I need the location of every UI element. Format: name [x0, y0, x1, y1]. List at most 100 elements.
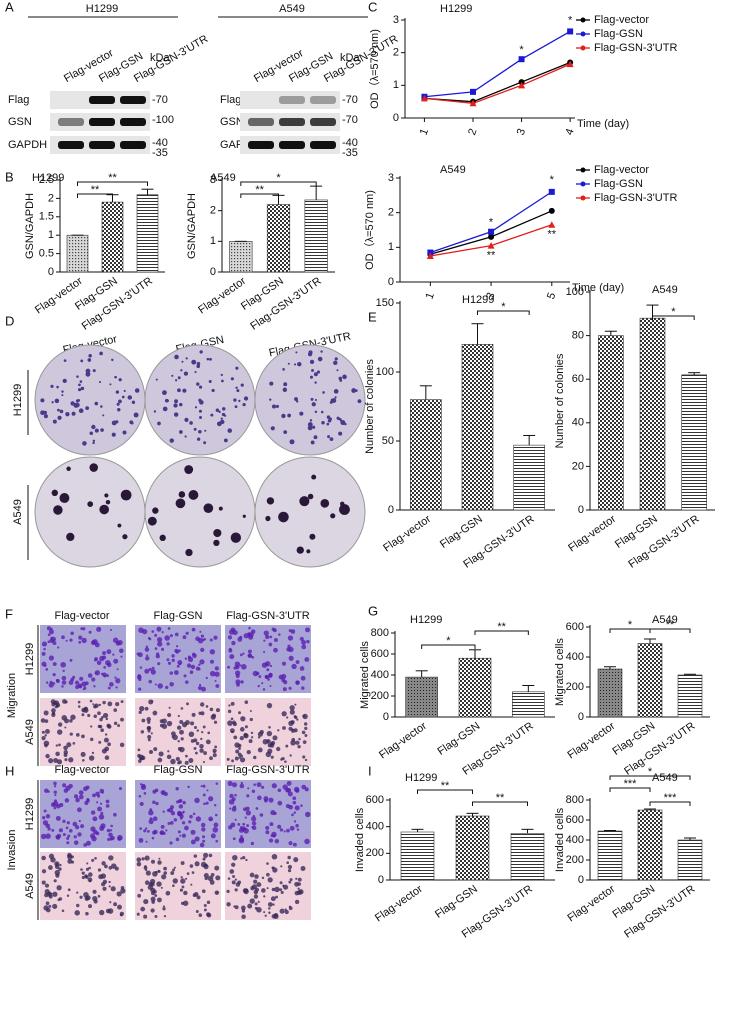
- cell: [58, 828, 63, 833]
- point: [426, 252, 434, 259]
- cell: [77, 705, 81, 708]
- colony: [111, 432, 116, 437]
- colony: [99, 504, 109, 515]
- cell: [53, 879, 57, 883]
- cell: [152, 800, 156, 804]
- dish: [34, 456, 146, 568]
- colony: [177, 388, 181, 393]
- colony: [243, 396, 249, 401]
- cell: [198, 663, 201, 667]
- cell: [146, 725, 152, 731]
- cell: [277, 729, 280, 732]
- photo-column-label: Flag-GSN: [154, 610, 203, 622]
- cell: [75, 797, 80, 803]
- cell: [48, 904, 52, 908]
- cell: [227, 720, 233, 726]
- x-tick-label: 1: [424, 291, 437, 301]
- cell: [147, 734, 152, 739]
- chart-title: A549: [652, 772, 678, 784]
- cell: [151, 700, 154, 703]
- cell: [147, 729, 151, 733]
- significance-label: **: [487, 250, 496, 262]
- colony: [130, 421, 134, 425]
- x-tick-label: Flag-vector: [566, 513, 618, 555]
- colony: [89, 431, 94, 436]
- cell: [206, 900, 211, 905]
- cell: [104, 755, 110, 760]
- colony: [331, 398, 337, 403]
- cell: [270, 896, 276, 902]
- y-tick-label: 0: [578, 874, 584, 886]
- cell: [247, 787, 250, 790]
- cell: [75, 825, 80, 830]
- cell: [97, 868, 102, 872]
- bar: [639, 317, 666, 511]
- cell: [100, 728, 104, 733]
- cell: [66, 841, 70, 845]
- cell: [97, 894, 101, 898]
- cell: [295, 660, 300, 664]
- cell: [117, 834, 123, 841]
- cell: [107, 837, 111, 842]
- y-axis-label: OD（λ=570 nm): [363, 190, 376, 270]
- cell: [78, 790, 84, 795]
- cell: [189, 864, 194, 868]
- cell: [107, 742, 111, 747]
- colony: [313, 435, 318, 440]
- colony: [281, 512, 286, 516]
- point: [518, 56, 525, 63]
- colony: [157, 421, 161, 426]
- cell: [177, 810, 182, 816]
- series-line: [424, 63, 571, 104]
- panel-letter: H: [5, 763, 14, 778]
- cell: [95, 791, 100, 797]
- cell: [255, 671, 260, 676]
- cell: [55, 679, 60, 684]
- cell: [190, 721, 195, 726]
- cell: [278, 633, 281, 636]
- cell: [294, 703, 297, 706]
- cell: [179, 729, 184, 735]
- cell: [154, 894, 158, 898]
- colony: [76, 375, 79, 378]
- cell: [68, 829, 73, 833]
- cell: [93, 714, 98, 719]
- kda-marker: -70: [342, 114, 358, 126]
- colony: [51, 489, 59, 497]
- cell: [289, 754, 292, 757]
- cell: [286, 780, 292, 786]
- blot-title: A549: [279, 3, 305, 15]
- colony: [270, 426, 275, 431]
- cell: [201, 889, 206, 894]
- cell: [269, 684, 272, 687]
- cell: [65, 639, 68, 642]
- cell: [228, 704, 231, 707]
- cell: [58, 897, 63, 901]
- colony: [295, 351, 298, 354]
- cell: [272, 867, 278, 873]
- point: [469, 99, 477, 107]
- significance-label: **: [108, 172, 117, 184]
- cell: [115, 686, 118, 689]
- cell: [300, 866, 306, 872]
- kda-marker: -40: [152, 137, 168, 149]
- colony: [281, 413, 286, 419]
- cell: [272, 834, 276, 838]
- cell: [193, 892, 199, 897]
- cell: [253, 755, 257, 760]
- cell: [241, 664, 247, 670]
- colony: [147, 516, 157, 526]
- cell: [203, 637, 207, 641]
- cell: [67, 852, 72, 858]
- cell: [140, 730, 145, 734]
- y-axis-label: OD（λ=570 nm): [368, 29, 381, 109]
- cell: [145, 870, 151, 876]
- cell: [196, 895, 201, 900]
- cell: [234, 793, 237, 797]
- cell: [292, 796, 297, 801]
- colony: [175, 498, 186, 509]
- cell: [202, 725, 206, 729]
- significance-label: *: [568, 14, 573, 26]
- y-tick-label: 200: [566, 854, 584, 866]
- cell: [73, 840, 79, 845]
